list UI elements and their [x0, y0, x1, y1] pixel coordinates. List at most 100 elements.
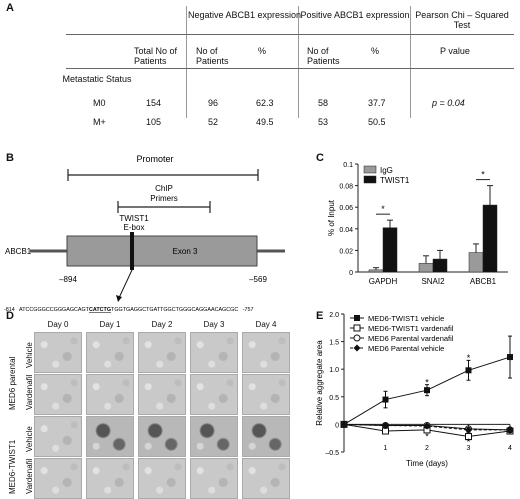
significance-star: *: [467, 437, 471, 447]
data-point: [507, 354, 513, 361]
micrograph: [86, 332, 134, 373]
y-tick-label: 0: [335, 422, 339, 429]
ebox-arrow: [117, 269, 133, 301]
data-point: [465, 426, 472, 434]
data-point: [353, 324, 361, 332]
header-positive: Positive ABCB1 expression: [300, 10, 410, 20]
micrograph: [138, 332, 186, 373]
sequence-start: -814: [4, 307, 15, 313]
ebox-marker: [130, 232, 134, 270]
data-point: [340, 420, 348, 428]
panel-a-letter: A: [6, 2, 14, 14]
row-status: M0: [93, 98, 106, 108]
legend-label: MED6 Parental vehicle: [368, 344, 444, 353]
header-neg-pct: %: [258, 46, 267, 56]
y-tick-label: 0.1: [343, 162, 353, 169]
promoter-label: Promoter: [136, 154, 173, 164]
table-divider: [410, 6, 411, 118]
group-label: MED6 parental: [8, 356, 17, 410]
exon-label: Exon 3: [173, 247, 198, 256]
arrow-head-icon: [116, 295, 122, 302]
data-point: [423, 422, 431, 430]
row-label: Vehicle: [25, 426, 34, 452]
data-point: [506, 426, 514, 434]
cell-pos-no: 58: [318, 98, 329, 108]
day-header: Day 3: [203, 320, 225, 329]
legend-swatch: [363, 165, 377, 174]
table-divider: [298, 6, 299, 118]
micrograph: [86, 374, 134, 415]
sequence-pre: ATCCGGGCCGGGAGCAGT: [19, 307, 90, 313]
micrograph: [190, 332, 238, 373]
micrograph: [138, 416, 186, 457]
gene-label: ABCB1: [5, 247, 32, 256]
row-group-label: Metastatic Status: [62, 74, 132, 84]
legend-label: MED6 Parental vardenafil: [368, 334, 454, 343]
significance-star: *: [381, 204, 385, 214]
day-header: Day 2: [151, 320, 173, 329]
row-label: Vardenafil: [25, 374, 34, 410]
legend-label: IgG: [380, 166, 393, 175]
bar-twist1: [482, 204, 498, 273]
group-label: MED6-TWIST1: [8, 439, 17, 494]
cell-pvalue: p = 0.04: [432, 98, 465, 108]
cell-neg-no: 52: [208, 117, 219, 127]
day-header: Day 1: [99, 320, 121, 329]
x-tick-label: 2: [425, 445, 429, 452]
row-label: Vardenafil: [25, 458, 34, 494]
panel-d-letter: D: [6, 310, 14, 322]
header-neg-no: No of Patients: [196, 46, 229, 66]
bar-igg: [368, 269, 384, 273]
y-tick-label: –0.5: [325, 450, 339, 457]
y-tick-label: 0.06: [339, 205, 353, 212]
micrograph: [242, 332, 290, 373]
day-header: Day 0: [47, 320, 69, 329]
micrograph: [34, 458, 82, 499]
header-pos-pct: %: [371, 46, 380, 56]
chip-bar-chart: 0 0.02 0.04 0.06 0.08 0.1 % of Input GAPDH * SNAI…: [327, 162, 508, 286]
y-axis-label: Relative aggregate area: [315, 340, 324, 426]
significance-star: *: [425, 432, 429, 442]
cell-total: 105: [146, 117, 162, 127]
x-axis-label: Time (days): [406, 459, 448, 468]
exon-box: [66, 235, 258, 267]
x-tick-label: SNAI2: [421, 277, 445, 286]
data-point: [465, 367, 472, 374]
ebox-label: E-box: [124, 223, 145, 232]
header-pearson: Pearson Chi – Squared Test: [415, 10, 509, 30]
data-point: [354, 315, 360, 321]
header-pvalue: P value: [440, 46, 470, 56]
x-tick-label: 3: [467, 445, 471, 452]
legend-label: TWIST1: [380, 176, 410, 185]
y-tick-label: 0.5: [329, 395, 339, 402]
x-tick-label: 4: [508, 445, 512, 452]
y-tick-label: 0.08: [339, 184, 353, 191]
header-total: Total No of Patients: [134, 46, 178, 66]
cell-neg-pct: 62.3: [256, 98, 274, 108]
right-position: –569: [249, 275, 267, 284]
gene-diagram: Promoter ChIP Primers TWIST1 E-box ABCB1…: [4, 154, 285, 313]
y-tick-label: 0: [349, 270, 353, 277]
data-point: [424, 387, 430, 394]
data-point: [382, 422, 389, 430]
significance-star: *: [425, 377, 429, 387]
table-rule: [66, 34, 514, 35]
day-header: Day 4: [255, 320, 277, 329]
bar-igg: [418, 263, 434, 273]
micrograph: [138, 458, 186, 499]
micrograph: [242, 416, 290, 457]
micrograph: [190, 458, 238, 499]
row-status: M+: [93, 117, 106, 127]
x-tick-label: ABCB1: [470, 277, 497, 286]
x-tick-label: GAPDH: [369, 277, 398, 286]
bar-twist1: [432, 258, 448, 273]
significance-star: *: [481, 170, 485, 180]
x-tick-label: 1: [384, 445, 388, 452]
micrograph: [34, 332, 82, 373]
left-position: –894: [59, 275, 77, 284]
y-tick-label: 0.04: [339, 227, 353, 234]
sequence-end: -757: [243, 307, 254, 313]
panel-e-letter: E: [316, 310, 324, 322]
cell-pos-no: 53: [318, 117, 329, 127]
y-tick-label: 0.02: [339, 248, 353, 255]
